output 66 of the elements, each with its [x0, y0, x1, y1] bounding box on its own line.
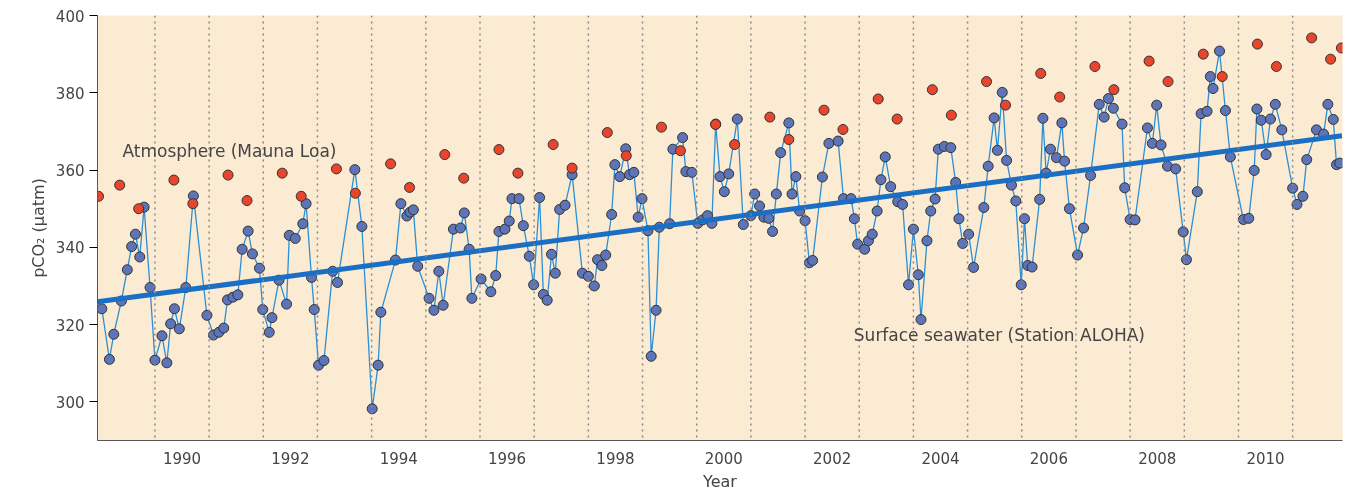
point [1216, 71, 1228, 83]
x-tick-label: 1990 [162, 449, 202, 468]
x-tick-label: 1994 [379, 449, 418, 468]
point [404, 181, 416, 193]
point [764, 111, 776, 123]
point [241, 195, 253, 207]
x-tick-label: 2004 [921, 449, 960, 468]
point [1035, 67, 1047, 79]
y-tick-label: 400 [55, 7, 85, 26]
point [1162, 76, 1174, 88]
y-tick-label: 360 [55, 162, 85, 181]
point [981, 76, 993, 88]
point [891, 113, 903, 125]
x-tick-label: 2002 [813, 449, 852, 468]
text: Surface seawater (Station ALOHA) [853, 325, 1145, 346]
point [1325, 53, 1337, 65]
point [493, 144, 505, 156]
point [601, 127, 613, 139]
point [276, 167, 288, 179]
x-tick-label: 1996 [488, 449, 527, 468]
y-tick-label: 320 [55, 316, 85, 335]
point [1143, 55, 1155, 67]
point [818, 104, 830, 116]
point [330, 163, 342, 175]
x-tick-label: 1998 [596, 449, 635, 468]
point [222, 169, 234, 181]
point [1089, 61, 1101, 72]
point [168, 174, 180, 186]
y-axis-title: pCO₂ (µatm) [28, 178, 48, 278]
x-tick-label: 1992 [271, 449, 310, 468]
point [512, 167, 524, 179]
series-label: Atmosphere (Mauna Loa) [122, 140, 337, 161]
point [620, 150, 632, 162]
point [655, 121, 667, 133]
point [1108, 84, 1120, 96]
y-tick-label: 380 [55, 84, 85, 103]
point [1251, 38, 1263, 50]
point [547, 139, 559, 151]
point [1054, 91, 1066, 103]
point [566, 162, 578, 174]
point [349, 187, 361, 199]
point [783, 134, 795, 146]
x-tick-label: 2010 [1246, 449, 1285, 468]
point [872, 93, 884, 105]
point [674, 145, 686, 157]
point [926, 84, 938, 96]
point [1000, 99, 1012, 111]
y-tick-label: 340 [55, 239, 85, 258]
point [1306, 32, 1318, 44]
point [458, 172, 470, 184]
point [945, 109, 957, 121]
point [187, 198, 199, 210]
point [439, 149, 451, 161]
point [729, 139, 741, 151]
x-tick-label: 2008 [1138, 449, 1177, 468]
point [1270, 61, 1282, 72]
point [1197, 48, 1209, 60]
x-tick-label: 2006 [1029, 449, 1068, 468]
point [295, 190, 307, 202]
point [385, 158, 397, 170]
point [133, 203, 145, 215]
point [837, 123, 849, 135]
point [114, 179, 126, 191]
y-tick-label: 300 [55, 393, 85, 412]
x-tick-label: 2000 [704, 449, 743, 468]
x-axis-title: Year [702, 471, 738, 491]
